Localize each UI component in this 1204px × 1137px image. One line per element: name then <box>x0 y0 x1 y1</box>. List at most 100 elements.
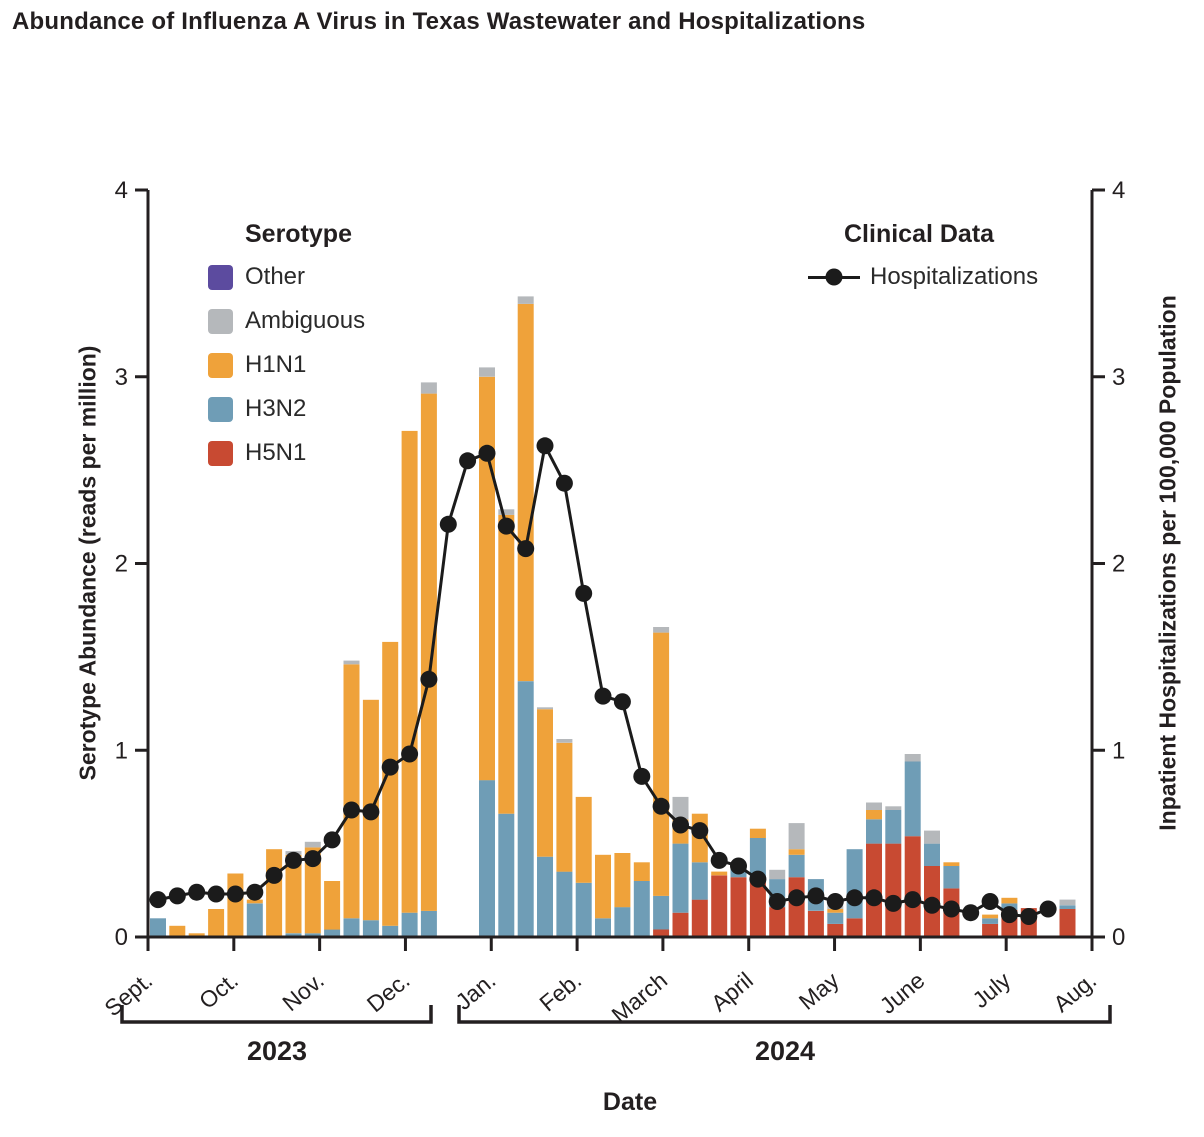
bar-segment-h3n2 <box>420 910 437 937</box>
bar-segment-h3n2 <box>537 856 553 937</box>
hospitalizations-point-week-23 <box>575 584 593 602</box>
bar-segment-h1n1 <box>343 664 360 919</box>
bar-segment-h3n2 <box>382 925 399 937</box>
bar-segment-h5n1 <box>982 923 999 937</box>
bar-week-25 <box>614 853 631 937</box>
left-tick-label: 0 <box>115 924 128 951</box>
bar-segment-h5n1 <box>827 923 844 937</box>
bar-segment-ambiguous <box>885 806 902 810</box>
bar-week-13 <box>382 641 399 937</box>
bar-segment-h1n1 <box>285 854 302 934</box>
clinical-legend-title: Clinical Data <box>844 220 995 248</box>
bar-segment-h1n1 <box>246 899 263 904</box>
clinical-legend: Clinical Data Hospitalizations <box>808 220 1108 307</box>
bar-segment-ambiguous <box>343 660 360 665</box>
bar-week-24 <box>595 854 611 937</box>
bar-segment-h1n1 <box>653 632 670 896</box>
bar-week-26 <box>633 862 650 937</box>
hospitalizations-point-week-12 <box>362 803 380 821</box>
hospitalizations-point-week-16 <box>439 515 457 533</box>
bar-week-18 <box>479 367 495 937</box>
bar-week-7 <box>266 849 283 937</box>
bar-segment-h5n1 <box>904 836 921 937</box>
hospitalizations-point-week-3 <box>188 883 206 901</box>
bar-segment-h1n1 <box>208 909 225 937</box>
other-swatch-icon <box>208 264 233 290</box>
hospitalizations-point-week-32 <box>749 870 767 888</box>
h1n1-swatch-icon <box>208 352 233 378</box>
hospitalizations-point-week-5 <box>226 885 244 903</box>
month-label-aug: Aug. <box>1048 967 1101 1017</box>
hospitalizations-legend-label: Hospitalizations <box>870 263 1039 290</box>
hospitalizations-point-week-41 <box>923 896 941 914</box>
hospitalizations-point-week-8 <box>285 851 302 869</box>
right-tick-label: 1 <box>1112 737 1125 764</box>
legend-item-h3n2: H3N2 <box>208 395 468 423</box>
hospitalizations-point-week-25 <box>613 693 631 711</box>
bar-segment-h1n1 <box>749 828 766 838</box>
bar-segment-ambiguous <box>304 841 321 848</box>
bar-week-20 <box>517 296 534 937</box>
bar-week-9 <box>304 841 321 937</box>
bar-segment-ambiguous <box>1059 899 1076 906</box>
legend-label: Ambiguous <box>245 307 366 334</box>
bar-segment-ambiguous <box>537 707 553 710</box>
bar-segment-h1n1 <box>420 393 437 911</box>
bar-segment-h3n2 <box>304 933 321 937</box>
bar-segment-h3n2 <box>846 849 863 919</box>
month-label-feb: Feb. <box>534 967 586 1017</box>
hospitalizations-point-week-42 <box>942 900 960 918</box>
bar-segment-h3n2 <box>691 862 708 900</box>
bar-week-27 <box>653 627 670 937</box>
legend-item-h5n1: H5N1 <box>208 439 468 467</box>
bar-week-39 <box>885 806 902 937</box>
bar-segment-h3n2 <box>401 912 418 937</box>
bar-week-5 <box>227 873 244 937</box>
bar-segment-ambiguous <box>653 627 670 633</box>
bar-segment-ambiguous <box>498 509 515 515</box>
hospitalizations-point-week-13 <box>381 758 399 776</box>
hospitalizations-point-week-9 <box>304 850 322 868</box>
hospitalizations-point-week-30 <box>710 851 728 869</box>
hospitalizations-point-week-11 <box>343 801 360 819</box>
bar-segment-h3n2 <box>672 843 689 913</box>
h5n1-swatch-icon <box>208 440 233 466</box>
hospitalizations-point-week-19 <box>497 517 515 535</box>
bar-segment-ambiguous <box>866 802 882 810</box>
bar-segment-h1n1 <box>866 810 882 820</box>
hospitalizations-point-week-31 <box>730 857 747 875</box>
bar-segment-h1n1 <box>614 853 631 908</box>
month-label-june: June <box>875 967 930 1019</box>
hospitalizations-point-week-2 <box>168 887 186 905</box>
left-tick-label: 4 <box>115 177 128 204</box>
hospitalizations-point-week-47 <box>1039 900 1057 918</box>
bar-week-34 <box>788 823 805 937</box>
left-tick-label: 1 <box>115 737 128 764</box>
bar-week-1 <box>150 918 166 937</box>
bar-segment-h3n2 <box>246 903 263 937</box>
bar-week-22 <box>556 739 573 937</box>
month-label-dec: Dec. <box>362 967 415 1017</box>
month-label-may: May <box>794 967 844 1015</box>
bar-segment-h1n1 <box>324 881 341 930</box>
bar-segment-h3n2 <box>633 881 650 937</box>
bar-week-23 <box>575 796 592 937</box>
bar-segment-h1n1 <box>537 709 553 857</box>
bar-segment-h1n1 <box>227 873 244 937</box>
bar-week-42 <box>943 862 960 937</box>
serotype-legend-items: Other Ambiguous H1N1 H3N2 H5N1 <box>208 263 468 467</box>
hospitalizations-point-week-1 <box>149 891 167 909</box>
bar-segment-h1n1 <box>188 933 205 937</box>
hospitalizations-point-week-24 <box>594 687 612 705</box>
bar-segment-h3n2 <box>982 918 999 924</box>
bar-segment-h5n1 <box>691 899 708 937</box>
bar-segment-h1n1 <box>633 862 650 881</box>
bar-week-2 <box>169 925 186 937</box>
bar-segment-h3n2 <box>498 813 515 937</box>
bar-week-31 <box>730 864 747 937</box>
bar-segment-h1n1 <box>479 376 495 781</box>
year-bracket-2023 <box>120 1005 433 1024</box>
bar-segment-ambiguous <box>672 796 689 820</box>
